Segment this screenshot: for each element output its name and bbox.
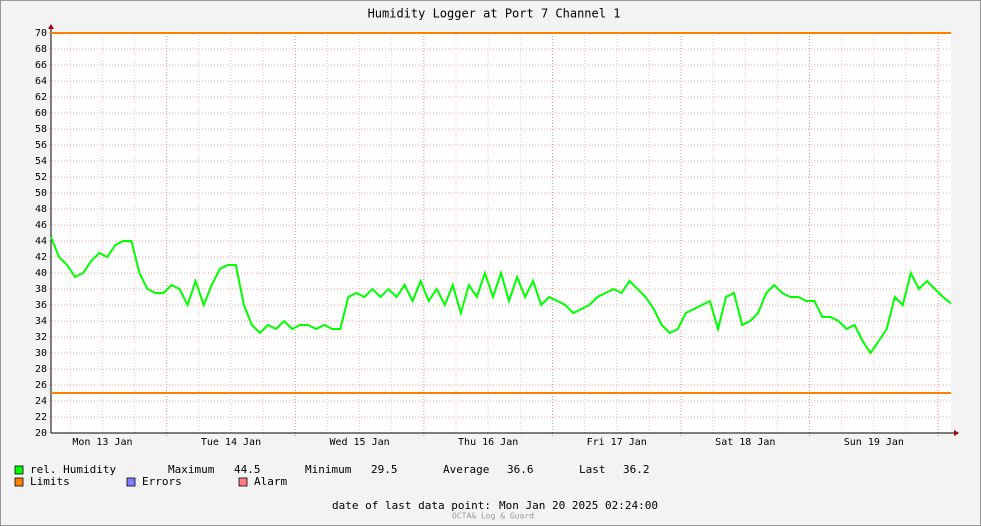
plot-area bbox=[51, 33, 951, 433]
stat-label: Average bbox=[443, 463, 489, 476]
humidity-line bbox=[50, 236, 952, 355]
x-tick-label: Mon 13 Jan bbox=[72, 437, 132, 448]
y-tick-label: 54 bbox=[35, 156, 47, 167]
y-tick-label: 46 bbox=[35, 220, 47, 231]
legend-label: Alarm bbox=[254, 475, 287, 488]
y-tick-label: 40 bbox=[35, 268, 47, 279]
stat-label: Last bbox=[579, 463, 606, 476]
y-tick-label: 20 bbox=[35, 428, 47, 439]
y-tick-label: 68 bbox=[35, 44, 47, 55]
y-tick-label: 36 bbox=[35, 300, 47, 311]
y-tick-label: 38 bbox=[35, 284, 47, 295]
y-tick-label: 50 bbox=[35, 188, 47, 199]
y-tick-label: 24 bbox=[35, 396, 47, 407]
y-tick-label: 22 bbox=[35, 412, 47, 423]
y-tick-label: 70 bbox=[35, 28, 47, 39]
y-tick-label: 60 bbox=[35, 108, 47, 119]
y-tick-label: 26 bbox=[35, 380, 47, 391]
y-tick-label: 32 bbox=[35, 332, 47, 343]
axis-arrow bbox=[48, 24, 54, 29]
legend-label: Errors bbox=[142, 475, 182, 488]
x-tick-label: Sat 18 Jan bbox=[715, 437, 775, 448]
stat-label: Minimum bbox=[305, 463, 352, 476]
legend-swatch bbox=[126, 477, 136, 487]
x-tick-label: Tue 14 Jan bbox=[201, 437, 261, 448]
stat-value: 29.5 bbox=[371, 463, 398, 476]
y-tick-label: 56 bbox=[35, 140, 47, 151]
legend-label: rel. Humidity bbox=[30, 463, 116, 476]
legend-swatch bbox=[14, 465, 24, 475]
y-tick-label: 34 bbox=[35, 316, 47, 327]
y-tick-label: 44 bbox=[35, 236, 47, 247]
legend-swatch bbox=[238, 477, 248, 487]
footer-date: Mon Jan 20 2025 02:24:00 bbox=[499, 499, 658, 512]
stat-label: Maximum bbox=[168, 463, 215, 476]
y-tick-label: 48 bbox=[35, 204, 47, 215]
x-tick-label: Thu 16 Jan bbox=[458, 437, 518, 448]
x-tick-label: Fri 17 Jan bbox=[587, 437, 647, 448]
chart-title: Humidity Logger at Port 7 Channel 1 bbox=[368, 7, 621, 21]
watermark: OCTA& Log & Guard bbox=[452, 512, 534, 521]
y-tick-label: 52 bbox=[35, 172, 47, 183]
legend-swatch bbox=[14, 477, 24, 487]
y-tick-label: 58 bbox=[35, 124, 47, 135]
x-tick-label: Sun 19 Jan bbox=[844, 437, 904, 448]
axis-arrow bbox=[954, 430, 959, 436]
stat-value: 36.2 bbox=[623, 463, 650, 476]
x-tick-label: Wed 15 Jan bbox=[329, 437, 389, 448]
stat-value: 44.5 bbox=[234, 463, 261, 476]
footer-label: date of last data point: bbox=[332, 499, 491, 512]
legend-label: Limits bbox=[30, 475, 70, 488]
y-tick-label: 30 bbox=[35, 348, 47, 359]
y-tick-label: 42 bbox=[35, 252, 47, 263]
y-tick-label: 62 bbox=[35, 92, 47, 103]
y-tick-label: 64 bbox=[35, 76, 47, 87]
stat-value: 36.6 bbox=[507, 463, 534, 476]
y-tick-label: 28 bbox=[35, 364, 47, 375]
y-tick-label: 66 bbox=[35, 60, 47, 71]
